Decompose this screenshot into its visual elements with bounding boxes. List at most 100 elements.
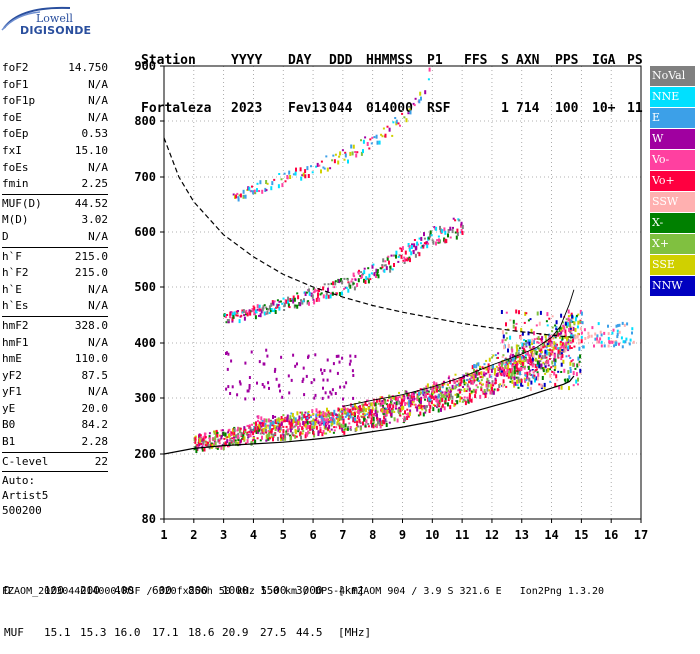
echo-dot bbox=[329, 413, 332, 416]
echo-dot bbox=[232, 193, 235, 196]
echo-dot bbox=[334, 153, 337, 156]
echo-dot bbox=[389, 268, 392, 273]
echo-dot bbox=[437, 408, 440, 413]
echo-dot bbox=[210, 444, 212, 447]
echo-dot bbox=[379, 418, 382, 423]
echo-dot bbox=[349, 359, 352, 363]
echo-dot bbox=[580, 339, 583, 344]
echo-dot bbox=[524, 311, 527, 316]
echo-dot bbox=[386, 403, 388, 406]
echo-dot bbox=[538, 353, 541, 358]
echo-dot bbox=[263, 418, 266, 423]
echo-dot bbox=[248, 376, 251, 379]
echo-dot bbox=[252, 436, 255, 439]
echo-dot bbox=[463, 396, 466, 399]
param-name: foEs bbox=[2, 160, 29, 174]
echo-dot bbox=[261, 307, 264, 312]
y-tick-label: 700 bbox=[134, 170, 156, 184]
echo-dot bbox=[371, 136, 374, 139]
echo-dot bbox=[204, 432, 207, 435]
echo-dot bbox=[272, 420, 275, 425]
echo-dot bbox=[301, 427, 304, 430]
echo-dot bbox=[319, 412, 322, 415]
echo-dot bbox=[528, 377, 531, 382]
echo-dot bbox=[488, 366, 491, 371]
echo-dot bbox=[409, 403, 412, 408]
echo-dot bbox=[516, 370, 519, 373]
echo-dot bbox=[374, 402, 377, 407]
echo-dot bbox=[418, 399, 421, 404]
echo-dot bbox=[456, 228, 459, 233]
echo-dot bbox=[539, 353, 542, 356]
echo-dot bbox=[501, 339, 504, 344]
echo-dot bbox=[444, 397, 447, 402]
echo-dot bbox=[540, 358, 543, 361]
echo-dot bbox=[524, 354, 527, 357]
echo-dot bbox=[474, 374, 477, 379]
echo-dot bbox=[346, 278, 349, 281]
echo-dot bbox=[369, 410, 372, 413]
echo-dot bbox=[304, 423, 307, 428]
echo-dot bbox=[391, 134, 394, 137]
echo-dot bbox=[282, 429, 285, 434]
echo-dot bbox=[261, 383, 264, 386]
muf-table-cell: 15.1 bbox=[44, 626, 71, 639]
echo-dot bbox=[476, 377, 479, 382]
echo-dot bbox=[271, 428, 274, 430]
echo-dot bbox=[287, 296, 290, 301]
param-value: 0.53 bbox=[81, 127, 109, 141]
echo-dot bbox=[422, 405, 425, 408]
echo-dot bbox=[544, 372, 547, 375]
echo-dot bbox=[519, 354, 522, 357]
echo-dot bbox=[382, 127, 385, 130]
echo-dot bbox=[570, 347, 573, 349]
echo-dot bbox=[327, 294, 330, 299]
echo-dot bbox=[597, 322, 600, 326]
echo-dot bbox=[534, 370, 537, 373]
echo-dot bbox=[372, 401, 375, 404]
echo-dot bbox=[414, 403, 417, 406]
echo-dot bbox=[277, 184, 280, 189]
echo-dot bbox=[194, 437, 197, 440]
echo-dot bbox=[226, 439, 229, 444]
echo-dot bbox=[350, 413, 353, 416]
echo-dot bbox=[564, 329, 567, 334]
muf-table-cell: MUF bbox=[4, 626, 24, 639]
header-value: 714 bbox=[516, 101, 540, 116]
echo-dot bbox=[398, 254, 401, 257]
echo-dot bbox=[511, 376, 514, 379]
param-value: 2.25 bbox=[81, 177, 109, 191]
echo-dot bbox=[416, 395, 419, 400]
param-name: foF1p bbox=[2, 94, 36, 108]
echo-dot bbox=[507, 359, 510, 363]
echo-dot bbox=[546, 312, 549, 317]
echo-dot bbox=[532, 353, 535, 358]
echo-dot bbox=[457, 389, 460, 392]
echo-dot bbox=[336, 371, 339, 375]
echo-dot bbox=[466, 396, 469, 399]
echo-dot bbox=[513, 360, 516, 363]
echo-dot bbox=[432, 384, 435, 387]
echo-dot bbox=[454, 393, 457, 396]
legend-entry: SSE bbox=[650, 255, 695, 275]
echo-dot bbox=[283, 420, 286, 423]
echo-dot bbox=[600, 340, 603, 344]
echo-dot bbox=[533, 340, 535, 345]
echo-dot bbox=[510, 346, 513, 351]
echo-dot bbox=[398, 411, 401, 416]
echo-dot bbox=[306, 420, 309, 425]
param-name: MUF(D) bbox=[2, 196, 42, 210]
echo-dot bbox=[393, 263, 395, 267]
echo-dot bbox=[566, 337, 569, 342]
echo-dot bbox=[411, 243, 413, 246]
echo-dot bbox=[551, 360, 554, 365]
echo-dot bbox=[208, 440, 211, 443]
echo-dot bbox=[354, 406, 357, 411]
echo-dot bbox=[351, 369, 354, 373]
echo-dot bbox=[369, 402, 372, 407]
echo-dot bbox=[322, 410, 325, 415]
echo-dot bbox=[375, 268, 378, 273]
echo-dot bbox=[539, 349, 542, 352]
echo-dot bbox=[553, 354, 556, 359]
echo-dot bbox=[557, 349, 560, 354]
